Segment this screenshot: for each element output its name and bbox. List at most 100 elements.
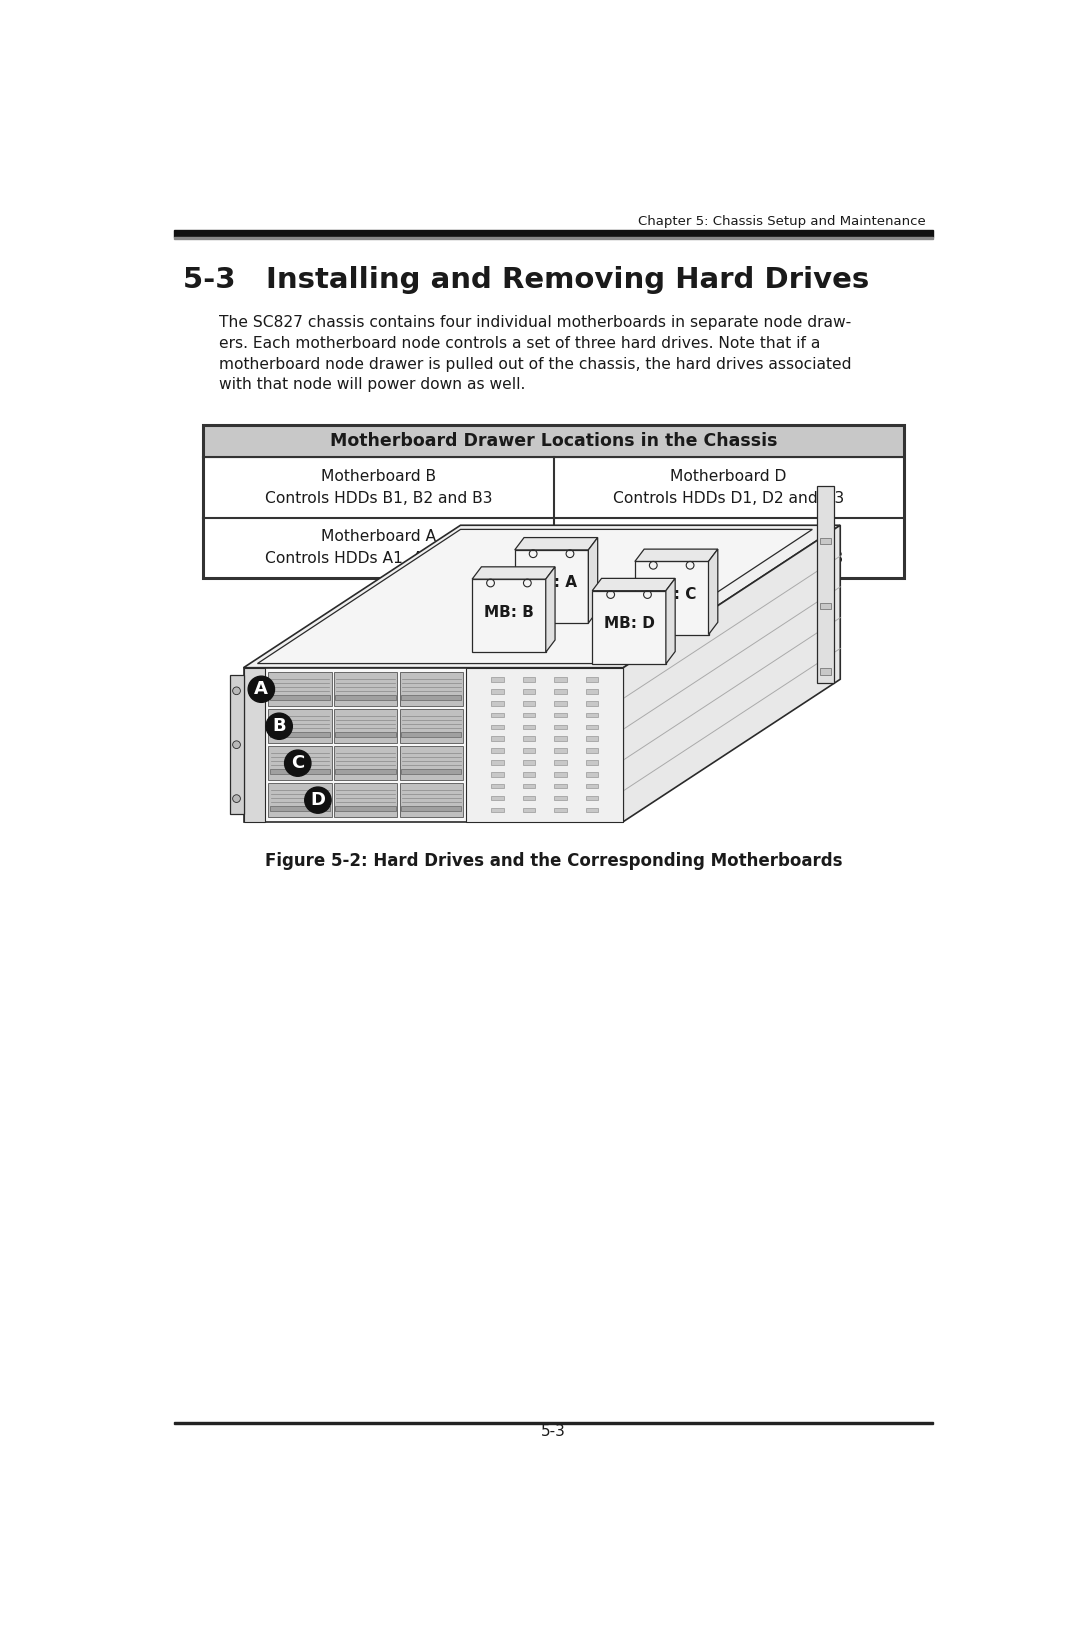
Bar bbox=[554, 701, 567, 706]
Bar bbox=[491, 724, 503, 729]
Circle shape bbox=[639, 615, 644, 620]
Text: Motherboard Drawer Locations in the Chassis: Motherboard Drawer Locations in the Chas… bbox=[329, 432, 778, 450]
Text: B: B bbox=[272, 718, 286, 736]
Bar bbox=[523, 713, 535, 718]
Bar bbox=[585, 676, 598, 681]
Bar bbox=[523, 795, 535, 800]
Text: MB: A: MB: A bbox=[527, 576, 577, 591]
Bar bbox=[585, 807, 598, 812]
Text: Controls HDDs B1, B2 and B3: Controls HDDs B1, B2 and B3 bbox=[265, 490, 492, 507]
Bar bbox=[465, 668, 623, 822]
Bar bbox=[401, 695, 461, 700]
Bar bbox=[174, 1422, 933, 1424]
Bar bbox=[585, 690, 598, 693]
Bar bbox=[523, 784, 535, 789]
Bar bbox=[336, 733, 395, 738]
Bar bbox=[554, 736, 567, 741]
Text: Motherboard B: Motherboard B bbox=[321, 469, 436, 483]
Circle shape bbox=[266, 713, 293, 739]
Bar bbox=[268, 672, 332, 706]
Bar bbox=[270, 769, 330, 774]
Text: motherboard node drawer is pulled out of the chassis, the hard drives associated: motherboard node drawer is pulled out of… bbox=[218, 356, 851, 371]
Bar bbox=[523, 690, 535, 693]
Bar bbox=[491, 784, 503, 789]
Circle shape bbox=[232, 795, 241, 802]
Bar bbox=[401, 807, 461, 810]
Polygon shape bbox=[589, 538, 597, 624]
Bar bbox=[585, 701, 598, 706]
Bar bbox=[400, 784, 463, 817]
Bar bbox=[820, 602, 831, 609]
Bar bbox=[523, 724, 535, 729]
Bar bbox=[400, 672, 463, 706]
Text: ers. Each motherboard node controls a set of three hard drives. Note that if a: ers. Each motherboard node controls a se… bbox=[218, 337, 820, 351]
Bar bbox=[554, 807, 567, 812]
Text: 5-3: 5-3 bbox=[541, 1424, 566, 1439]
Bar bbox=[523, 772, 535, 777]
Bar bbox=[491, 772, 503, 777]
Bar bbox=[230, 675, 243, 813]
Polygon shape bbox=[515, 549, 589, 624]
Text: Motherboard A: Motherboard A bbox=[321, 530, 436, 544]
Bar bbox=[334, 672, 397, 706]
Text: 5-3   Installing and Removing Hard Drives: 5-3 Installing and Removing Hard Drives bbox=[183, 266, 869, 294]
Bar bbox=[523, 736, 535, 741]
Bar bbox=[491, 795, 503, 800]
Bar bbox=[554, 676, 567, 681]
Bar bbox=[816, 487, 834, 683]
Bar bbox=[554, 724, 567, 729]
Text: The SC827 chassis contains four individual motherboards in separate node draw-: The SC827 chassis contains four individu… bbox=[218, 315, 851, 330]
Text: Figure 5-2: Hard Drives and the Corresponding Motherboards: Figure 5-2: Hard Drives and the Correspo… bbox=[265, 853, 842, 871]
Circle shape bbox=[232, 686, 241, 695]
Bar bbox=[334, 784, 397, 817]
Polygon shape bbox=[472, 568, 555, 579]
Bar bbox=[523, 701, 535, 706]
Circle shape bbox=[284, 751, 311, 775]
Bar bbox=[270, 733, 330, 738]
Polygon shape bbox=[472, 579, 545, 652]
Text: MB: D: MB: D bbox=[604, 615, 654, 630]
Polygon shape bbox=[708, 549, 718, 635]
Bar bbox=[523, 761, 535, 766]
Polygon shape bbox=[515, 538, 597, 549]
Text: Motherboard C: Motherboard C bbox=[671, 530, 786, 544]
Bar bbox=[523, 749, 535, 752]
Bar bbox=[491, 690, 503, 693]
Bar bbox=[585, 724, 598, 729]
Bar bbox=[585, 795, 598, 800]
Polygon shape bbox=[592, 591, 666, 663]
Bar bbox=[268, 784, 332, 817]
Text: D: D bbox=[310, 790, 325, 808]
Bar bbox=[554, 784, 567, 789]
Text: MB: B: MB: B bbox=[484, 604, 534, 619]
Circle shape bbox=[248, 676, 274, 703]
Circle shape bbox=[701, 573, 705, 578]
Polygon shape bbox=[592, 579, 675, 591]
Polygon shape bbox=[623, 525, 840, 822]
Bar bbox=[585, 736, 598, 741]
Bar bbox=[585, 772, 598, 777]
Bar bbox=[491, 713, 503, 718]
Text: A: A bbox=[255, 680, 268, 698]
Polygon shape bbox=[635, 561, 708, 635]
Bar bbox=[554, 713, 567, 718]
Bar bbox=[554, 761, 567, 766]
Text: Motherboard D: Motherboard D bbox=[671, 469, 787, 483]
Bar bbox=[491, 749, 503, 752]
Bar bbox=[491, 736, 503, 741]
Polygon shape bbox=[635, 549, 718, 561]
Bar bbox=[336, 769, 395, 774]
Text: Controls HDDs A1, A2 and A3: Controls HDDs A1, A2 and A3 bbox=[265, 551, 492, 566]
Circle shape bbox=[305, 787, 332, 813]
Text: with that node will power down as well.: with that node will power down as well. bbox=[218, 378, 525, 393]
Polygon shape bbox=[257, 530, 812, 663]
Bar bbox=[336, 695, 395, 700]
Bar bbox=[400, 710, 463, 742]
Bar bbox=[268, 746, 332, 780]
Circle shape bbox=[646, 601, 650, 606]
Bar bbox=[400, 746, 463, 780]
Bar bbox=[401, 733, 461, 738]
Bar bbox=[401, 769, 461, 774]
Bar bbox=[523, 807, 535, 812]
Circle shape bbox=[232, 741, 241, 749]
